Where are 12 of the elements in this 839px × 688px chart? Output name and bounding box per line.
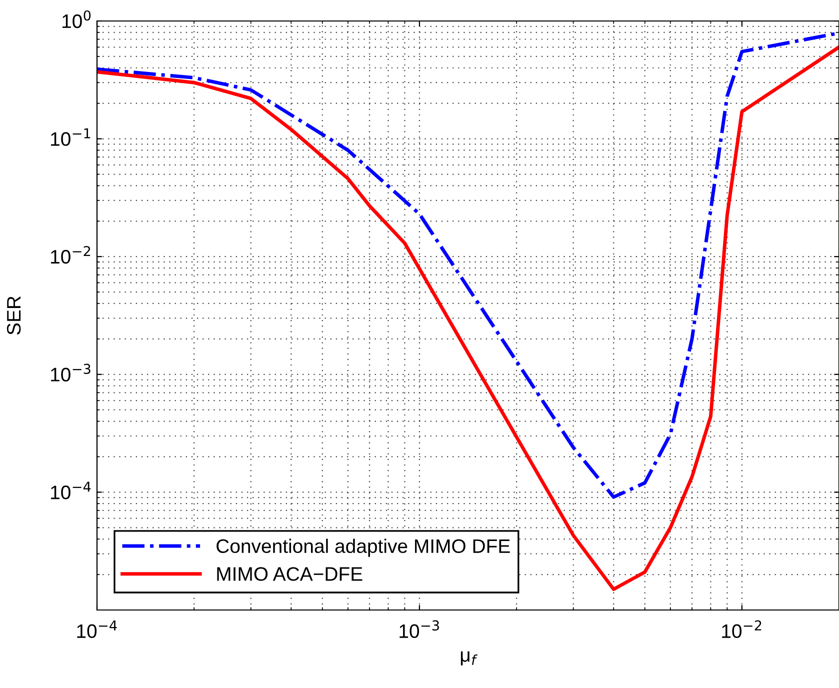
y-axis-title: SER (6, 296, 21, 335)
y-tick-label: 10$^{−4}$ (51, 482, 91, 500)
legend-label: MIMO ACA−DFE (217, 567, 362, 581)
x-tick-label: 10$^{−2}$ (722, 620, 762, 638)
y-tick-label: 10$^{−3}$ (51, 364, 90, 382)
legend-label: Conventional adaptive MIMO DFE (216, 538, 510, 557)
x-axis-title: μ$_{f}$ (460, 651, 478, 666)
x-tick-label: 10$^{−4}$ (77, 620, 117, 638)
y-tick-label: 10$^{0}$ (62, 10, 91, 28)
x-tick-label: 10$^{−3}$ (400, 620, 439, 638)
y-tick-label: 10$^{−2}$ (51, 246, 90, 264)
y-tick-label: 10$^{−1}$ (51, 128, 90, 146)
